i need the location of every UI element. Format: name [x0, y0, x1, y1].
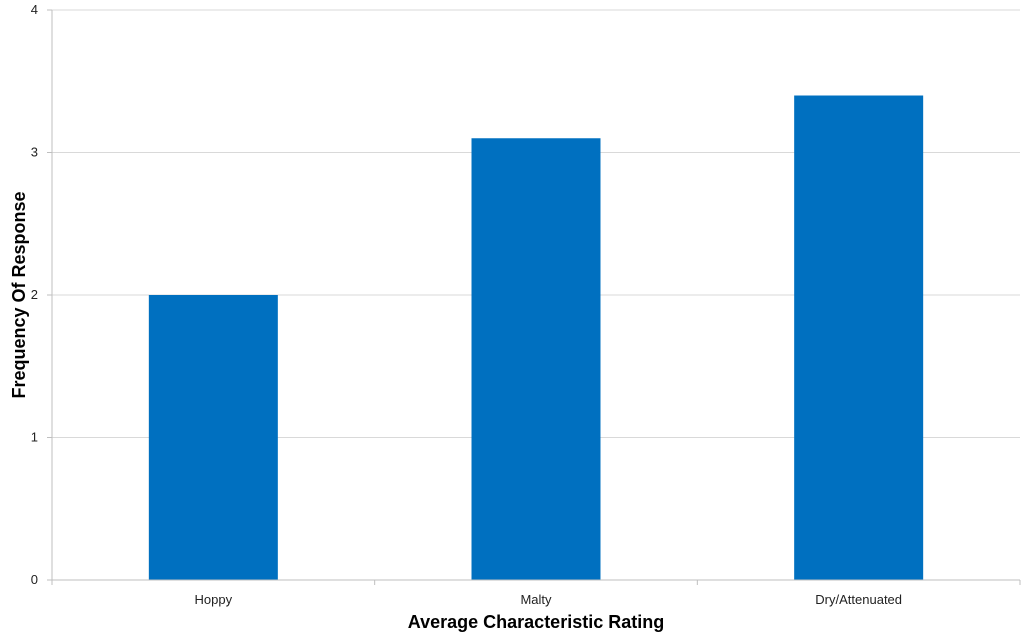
- x-tick-label: Dry/Attenuated: [815, 592, 902, 607]
- bar-dry-attenuated: [794, 95, 924, 580]
- y-tick-label: 4: [31, 2, 38, 17]
- bars: [148, 95, 924, 580]
- bar-hoppy: [148, 295, 278, 580]
- y-tick-label: 3: [31, 145, 38, 160]
- y-tick-labels: 0 1 2 3 4: [31, 2, 38, 587]
- axes: [47, 9, 1021, 585]
- x-tick-label: Hoppy: [195, 592, 233, 607]
- x-axis-title: Average Characteristic Rating: [408, 612, 664, 632]
- x-tick-labels: Hoppy Malty Dry/Attenuated: [195, 592, 902, 607]
- y-axis-title: Frequency Of Response: [9, 191, 29, 398]
- y-tick-label: 1: [31, 430, 38, 445]
- y-tick-label: 2: [31, 287, 38, 302]
- x-tick-label: Malty: [520, 592, 552, 607]
- bar-malty: [471, 138, 601, 580]
- y-tick-label: 0: [31, 572, 38, 587]
